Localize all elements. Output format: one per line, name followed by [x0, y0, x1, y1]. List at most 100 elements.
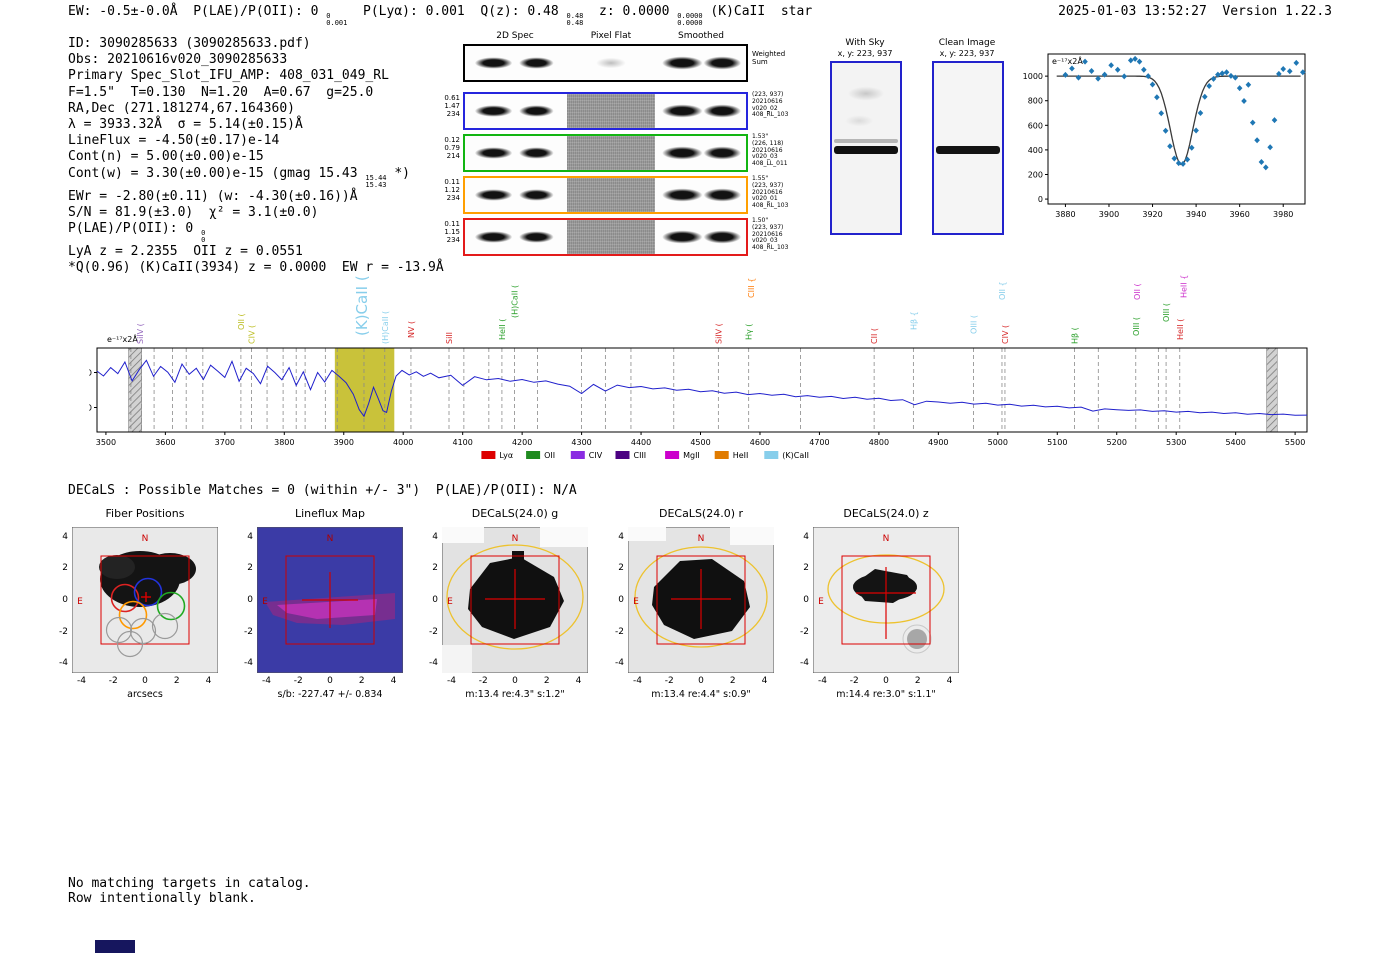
cutout-row-stats: 0.61 1.47 234: [444, 94, 460, 119]
y-tick-label: 0: [432, 595, 438, 605]
fiber-circle-orange: [118, 600, 148, 630]
x-tick-label: -4: [818, 676, 827, 686]
sub-value: 0.0000: [677, 19, 703, 27]
sup-value: 15.44: [365, 173, 387, 182]
x-tick-label: 0: [327, 676, 333, 686]
y-tick-label: -2: [800, 626, 809, 637]
y-tick-label: 2: [62, 563, 68, 574]
data-point: [1293, 59, 1300, 66]
text-segment: z: 0.0000: [583, 4, 678, 19]
line-id-label: CII (: [870, 328, 879, 344]
data-point: [1069, 65, 1075, 72]
compass-north-label: N: [327, 534, 334, 544]
bg-patch: [540, 527, 588, 547]
panel-xlabel: m:13.4 re:4.4" s:0.9": [651, 689, 751, 700]
legend-swatch: [665, 451, 680, 459]
legend-swatch: [764, 451, 779, 459]
sub-value: 0.001: [326, 19, 348, 27]
x-tick-label: 0: [142, 676, 148, 686]
panel-title: DECaLS(24.0) z: [843, 507, 929, 520]
legend-swatch: [714, 451, 729, 459]
x-tick-label: -2: [478, 676, 488, 686]
data-point: [1210, 75, 1217, 82]
y-tick-label: 400: [1028, 146, 1043, 155]
panel-xlabel: m:14.4 re:3.0" s:1.1": [836, 689, 936, 700]
y-tick-label: 4: [432, 531, 438, 542]
cutout-smoothed-segment: [655, 94, 746, 128]
y-tick-label: -4: [800, 658, 809, 669]
catalog-ellipse: [634, 546, 768, 648]
data-point: [1241, 97, 1247, 104]
x-tick-label: 0: [883, 676, 889, 686]
line-id-label: OII {: [998, 281, 1007, 300]
x-tick-label: 4500: [690, 438, 710, 447]
x-tick-label: 0: [698, 676, 704, 686]
data-point: [1202, 93, 1208, 100]
x-tick-label: -2: [108, 676, 118, 686]
x-tick-label: 3700: [215, 438, 235, 447]
x-tick-label: 4: [205, 676, 212, 686]
fiber-circle-blue: [133, 577, 163, 607]
y-tick-label: 4: [247, 531, 253, 542]
data-point: [1088, 67, 1095, 74]
decals-header: DECaLS : Possible Matches = 0 (within +/…: [68, 483, 577, 498]
line-id-label: CIV (: [1001, 325, 1010, 344]
y-tick-label: 4: [803, 531, 809, 542]
full-spectrum-plot: 3500 3600 3700 3800 3900 4000 4100 4200 4300 4400…: [89, 275, 1308, 460]
x-tick-label: 3800: [274, 438, 294, 447]
x-tick-label: -2: [849, 676, 859, 686]
data-point: [1141, 66, 1147, 73]
fiber-positions-image: N E: [72, 527, 218, 673]
data-point: [1262, 164, 1269, 171]
line-id-label: (H)CaII (: [381, 311, 390, 344]
cutout-row-annotation: 1.53" (226, 118) 20210616 v020_03 408_LL…: [752, 133, 788, 168]
panel-title: Lineflux Map: [294, 507, 366, 520]
corner-artifact: [95, 940, 135, 953]
legend-label: OII: [544, 451, 555, 460]
sup-sub-stack: 0.48 0.48: [567, 13, 584, 27]
galaxy-blob: [99, 555, 135, 579]
line-id-label: Hγ (: [745, 324, 754, 340]
footer-line-2: Row intentionally blank.: [68, 891, 256, 906]
bg-patch: [730, 527, 774, 545]
panel-decals-g: DECaLS(24.0) g N E m:13.4 re:4.3" s:1.2"…: [429, 505, 588, 705]
data-point: [1184, 156, 1191, 163]
info-line-2: Obs: 20210616v020_3090285633: [68, 52, 444, 68]
galaxy-blob: [468, 557, 564, 639]
y-tick-label: 0: [247, 595, 253, 605]
text-segment: P(LAE)/P(OII): 0: [68, 221, 202, 237]
galaxy-blob: [853, 573, 917, 601]
info-line-10: EWr = -2.80(±0.11) (w: -4.30(±0.16))Å: [68, 189, 444, 205]
data-point: [1219, 70, 1226, 77]
x-tick-label: 4: [946, 676, 953, 686]
masked-band: [1266, 347, 1278, 433]
y-tick-label: 4: [62, 531, 68, 542]
y-tick-label: 2: [432, 563, 438, 574]
x-tick-label: 2: [543, 676, 550, 686]
info-line-6: λ = 3933.32Å σ = 5.14(±0.15)Å: [68, 117, 444, 133]
data-point: [1171, 155, 1178, 162]
data-point: [1162, 127, 1169, 134]
panel-decals-r: DECaLS(24.0) r N E m:13.4 re:4.4" s:0.9"…: [615, 505, 774, 705]
compass-north-label: N: [142, 534, 149, 544]
line-id-label: OIII (: [969, 315, 978, 334]
data-point: [1114, 66, 1121, 73]
line-id-label: OIII (: [1132, 317, 1141, 336]
text-segment: Cont(n) = 5.00(±0.00)e-15: [68, 149, 264, 165]
panel-title: Fiber Positions: [105, 507, 185, 520]
y-tick-label: 4: [618, 531, 624, 542]
data-point: [1254, 137, 1260, 144]
y-tick-label: -2: [244, 626, 253, 637]
panel-xlabel: s/b: -227.47 +/- 0.834: [277, 689, 383, 700]
line-id-label: CIV (: [248, 325, 257, 344]
legend-label: Lyα: [499, 451, 513, 460]
header-summary: EW: -0.5±-0.0Å P(LAE)/P(OII): 0 0 0.001 P…: [68, 4, 812, 27]
fiber-circle-gray: [116, 630, 144, 658]
cutout-2dspec-segment: [465, 46, 567, 80]
x-tick-label: 3940: [1186, 210, 1206, 219]
legend-swatch: [615, 451, 630, 459]
info-line-7: LineFlux = -4.50(±0.17)e-14: [68, 133, 444, 149]
highlight-band: [334, 348, 395, 432]
y-tick-label: -4: [244, 658, 253, 669]
data-point: [1136, 58, 1143, 65]
